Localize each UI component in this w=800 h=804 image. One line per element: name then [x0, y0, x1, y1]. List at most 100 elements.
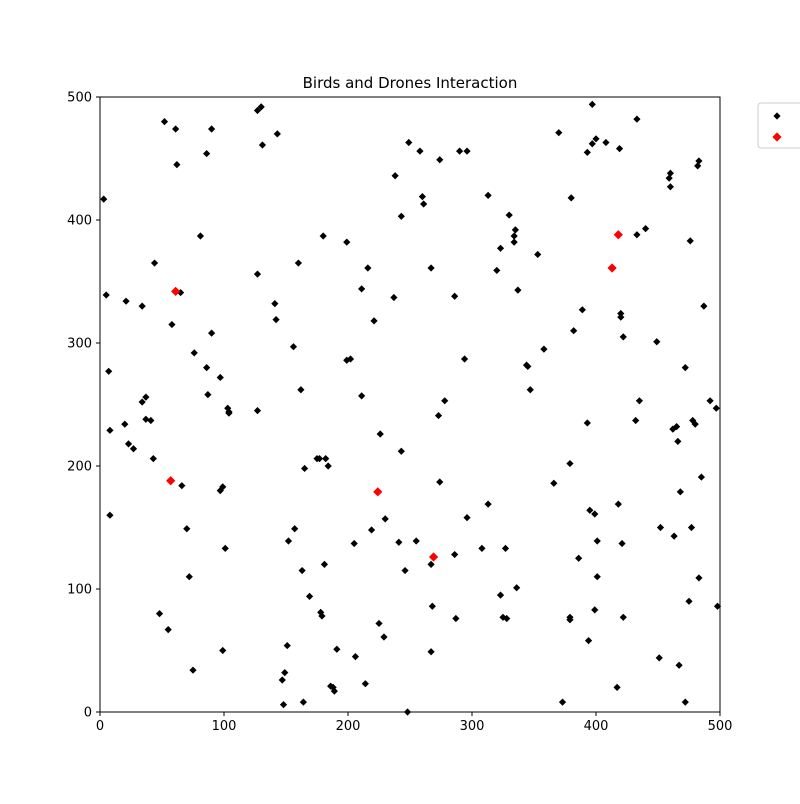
black-point	[510, 238, 518, 246]
black-point	[691, 420, 699, 428]
black-point	[155, 610, 164, 618]
black-point	[294, 259, 302, 267]
black-point	[346, 355, 355, 363]
black-point	[460, 355, 469, 363]
black-point	[653, 338, 661, 346]
black-point	[451, 292, 459, 300]
red-point	[373, 487, 383, 497]
black-point	[514, 286, 522, 294]
black-point	[102, 291, 110, 299]
black-point	[567, 194, 575, 202]
black-point	[361, 680, 369, 688]
black-point	[291, 525, 299, 533]
black-point	[588, 140, 596, 148]
black-point	[395, 538, 403, 546]
black-point	[150, 259, 159, 267]
black-point	[428, 602, 436, 610]
black-point	[673, 423, 681, 431]
black-point	[219, 483, 227, 491]
black-point	[315, 455, 324, 463]
y-tick-label: 0	[84, 706, 92, 721]
black-point	[124, 440, 133, 448]
black-point	[689, 416, 697, 425]
black-point	[463, 514, 471, 522]
black-point	[484, 191, 492, 199]
legend-marker	[773, 112, 781, 120]
black-point	[317, 608, 325, 616]
black-point	[656, 523, 665, 532]
black-point	[591, 606, 599, 614]
black-point	[420, 200, 428, 208]
red-point	[428, 552, 439, 562]
black-point	[298, 566, 306, 575]
black-point	[381, 515, 389, 523]
black-point	[297, 386, 305, 394]
black-point	[100, 195, 108, 203]
black-point	[173, 161, 181, 169]
black-point	[160, 118, 169, 126]
black-point	[142, 393, 150, 401]
black-point	[142, 415, 150, 423]
black-point	[463, 147, 471, 155]
black-point	[427, 560, 435, 568]
black-point	[327, 682, 335, 690]
black-point	[106, 426, 114, 434]
black-point	[178, 482, 186, 490]
black-point	[333, 645, 341, 653]
black-point	[391, 172, 399, 180]
black-point	[570, 327, 578, 335]
black-point	[204, 391, 212, 399]
black-point	[586, 506, 594, 514]
y-axis: 0 100 200 300 400 500	[67, 91, 100, 721]
black-point	[675, 661, 683, 669]
black-point	[451, 550, 459, 559]
black-point	[635, 397, 643, 405]
black-point	[278, 676, 286, 684]
black-point	[566, 616, 574, 624]
black-point	[427, 648, 435, 656]
black-point	[584, 637, 593, 645]
black-point	[591, 510, 599, 518]
legend	[757, 102, 800, 149]
black-point	[615, 145, 624, 153]
black-point	[257, 103, 265, 111]
black-point	[566, 459, 574, 468]
black-point	[216, 487, 224, 495]
black-point	[593, 537, 601, 545]
x-tick-label: 400	[584, 719, 609, 734]
black-point	[121, 420, 129, 428]
red-point	[166, 476, 176, 486]
x-tick-label: 100	[212, 719, 237, 734]
black-point	[122, 297, 130, 305]
black-point	[138, 302, 146, 310]
black-point	[686, 237, 694, 245]
black-point	[196, 232, 205, 240]
black-point	[713, 602, 722, 610]
black-point	[602, 138, 610, 147]
black-point	[105, 367, 113, 375]
black-point	[493, 266, 501, 275]
black-point	[367, 526, 376, 534]
black-point	[712, 404, 720, 412]
black-point	[418, 193, 426, 201]
black-point	[633, 115, 641, 123]
black-point	[380, 633, 388, 641]
black-point	[318, 612, 326, 620]
black-point	[436, 156, 444, 164]
black-point	[592, 135, 600, 143]
black-point	[253, 407, 262, 415]
red-point	[607, 263, 617, 273]
black-point	[588, 100, 596, 108]
black-point	[397, 212, 405, 220]
black-point	[272, 316, 280, 324]
black-point	[253, 270, 262, 278]
black-point	[427, 264, 435, 272]
black-point	[681, 698, 689, 706]
black-point	[665, 174, 673, 182]
black-point	[694, 162, 702, 170]
black-point	[271, 300, 279, 308]
red-point	[171, 286, 181, 296]
black-point	[390, 293, 398, 302]
black-point	[513, 584, 521, 592]
